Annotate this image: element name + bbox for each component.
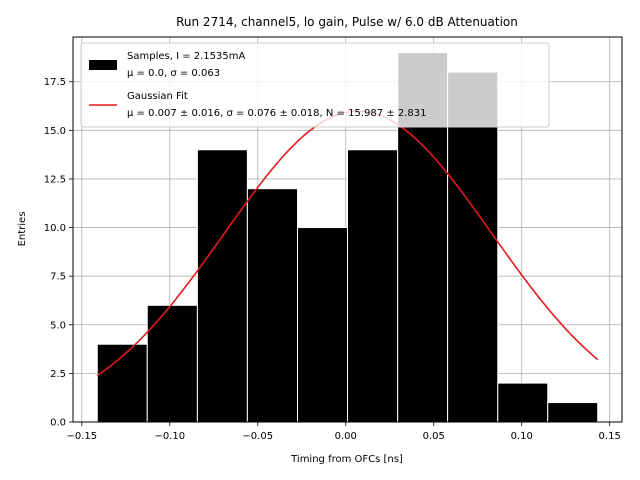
histogram-bar: [497, 382, 549, 423]
x-tick-label: 0.10: [511, 431, 533, 442]
plot-frame: [72, 36, 623, 423]
legend-samples-label: Samples, I = 2.1535mA: [127, 51, 245, 62]
chart-title: Run 2714, channel5, lo gain, Pulse w/ 6.…: [176, 15, 518, 29]
legend-fit-label: Gaussian Fit: [127, 91, 188, 102]
histogram-bar: [447, 71, 499, 423]
legend-samples-stats: μ = 0.0, σ = 0.063: [127, 68, 220, 79]
y-axis-label: Entries: [17, 212, 28, 247]
x-tick-label: 0.00: [335, 431, 357, 442]
x-tick-label: −0.10: [154, 431, 185, 442]
legend-samples-swatch: [89, 60, 117, 70]
histogram-bar: [246, 188, 299, 423]
x-tick-label: 0.15: [599, 431, 621, 442]
y-tick-label: 10.0: [44, 223, 66, 234]
y-tick-label: 12.5: [44, 174, 66, 185]
x-tick-label: −0.05: [242, 431, 273, 442]
histogram-bar: [196, 149, 248, 423]
y-tick-label: 0.0: [50, 418, 66, 429]
legend: Samples, I = 2.1535mA μ = 0.0, σ = 0.063…: [80, 42, 550, 128]
x-tick-label: −0.15: [66, 431, 97, 442]
histogram-bars: [96, 52, 599, 423]
legend-frame: [80, 42, 550, 128]
histogram-bar: [547, 402, 599, 423]
x-tick-label: 0.05: [423, 431, 445, 442]
y-tick-label: 7.5: [50, 272, 66, 283]
y-tick-label: 5.0: [50, 320, 66, 331]
x-axis-ticks: −0.15 −0.10 −0.05 0.00 0.05 0.10 0.15: [66, 422, 621, 442]
y-tick-label: 15.0: [44, 126, 66, 137]
y-axis-ticks: 0.0 2.5 5.0 7.5 10.0 12.5 15.0 17.5: [44, 77, 73, 429]
legend-fit-stats: μ = 0.007 ± 0.016, σ = 0.076 ± 0.018, N …: [127, 108, 426, 119]
y-tick-label: 2.5: [50, 369, 66, 380]
histogram-bar: [146, 304, 198, 423]
histogram-bar: [347, 149, 399, 423]
y-tick-label: 17.5: [44, 77, 66, 88]
histogram-bar: [297, 227, 348, 423]
x-axis-label: Timing from OFCs [ns]: [290, 454, 403, 465]
